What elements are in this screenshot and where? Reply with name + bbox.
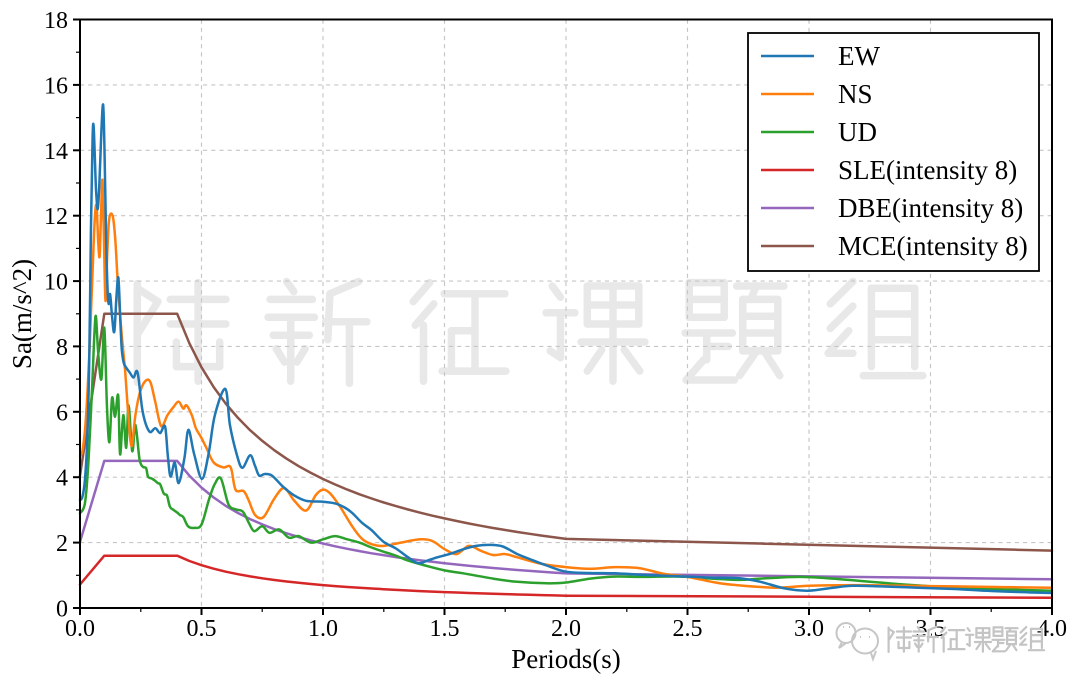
svg-text:2.0: 2.0 (551, 616, 581, 642)
svg-text:0: 0 (56, 597, 68, 623)
svg-text:MCE(intensity 8): MCE(intensity 8) (838, 231, 1028, 261)
svg-text:SLE(intensity 8): SLE(intensity 8) (838, 155, 1017, 185)
svg-text:18: 18 (44, 8, 68, 34)
svg-text:4: 4 (56, 466, 68, 492)
svg-text:3.0: 3.0 (794, 616, 824, 642)
svg-text:1.0: 1.0 (308, 616, 338, 642)
svg-text:0.5: 0.5 (187, 616, 217, 642)
svg-text:Periods(s): Periods(s) (511, 644, 621, 674)
svg-text:8: 8 (56, 335, 68, 361)
svg-text:2: 2 (56, 531, 68, 557)
svg-text:EW: EW (838, 41, 880, 71)
svg-text:10: 10 (44, 270, 68, 296)
svg-text:UD: UD (838, 117, 877, 147)
svg-text:12: 12 (44, 204, 68, 230)
svg-text:NS: NS (838, 79, 873, 109)
svg-text:6: 6 (56, 400, 68, 426)
svg-text:Sa(m/s^2): Sa(m/s^2) (7, 259, 37, 369)
svg-text:DBE(intensity 8): DBE(intensity 8) (838, 193, 1023, 223)
svg-text:14: 14 (44, 139, 68, 165)
svg-text:16: 16 (44, 73, 68, 99)
svg-text:1.5: 1.5 (430, 616, 460, 642)
svg-text:2.5: 2.5 (673, 616, 703, 642)
svg-text:0.0: 0.0 (65, 616, 95, 642)
